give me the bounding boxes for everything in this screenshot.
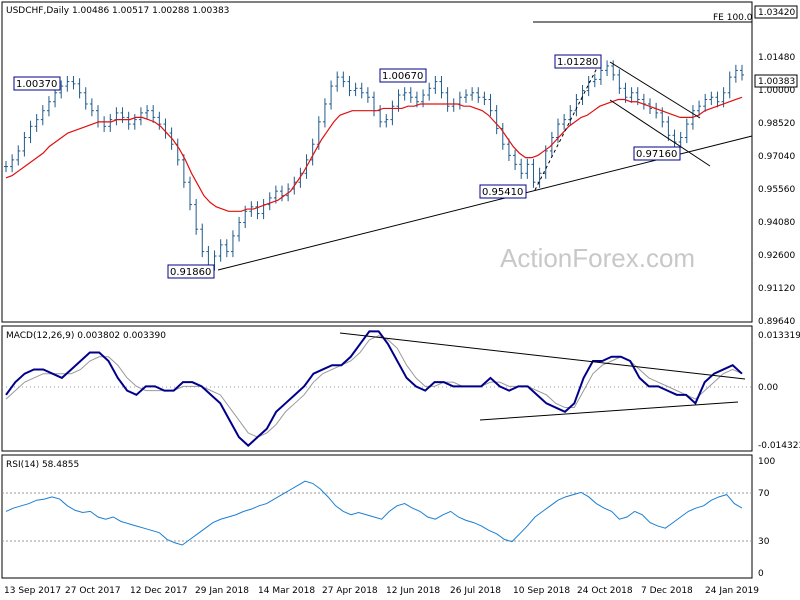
macd-lower-trendline: [479, 401, 739, 421]
label-0-97160-text: 0.97160: [636, 149, 677, 160]
label-0-91860-text: 0.91860: [170, 267, 211, 278]
price-tick-0-92600: 0.92600: [758, 251, 795, 261]
rsi-series-line: [5, 480, 743, 546]
price-panel-frame: [1, 1, 753, 323]
current-price-label: 1.00383: [758, 77, 795, 87]
fe-level-label: FE 100.0: [713, 13, 753, 23]
rsi-title: RSI(14) 58.4855: [6, 460, 79, 470]
price-tick-0-97040: 0.97040: [758, 152, 795, 162]
watermark: ActionForex.com: [500, 243, 695, 273]
macd-main-line: [5, 330, 743, 447]
label-1-01280-text: 1.01280: [557, 57, 598, 68]
date-label-7: 26 Jul 2018: [450, 586, 501, 596]
price-tick-0-95560: 0.95560: [758, 185, 795, 195]
macd-tick-zero: 0.00: [758, 383, 778, 393]
date-label-8: 10 Sep 2018: [513, 586, 570, 596]
macd-tick-bottom: -0.014323: [758, 441, 800, 451]
date-label-2: 12 Dec 2017: [130, 586, 188, 596]
label-1-00370-text: 1.00370: [16, 79, 57, 90]
label-1-01280: 1.01280: [554, 54, 602, 69]
label-0-95410: 0.95410: [479, 184, 527, 199]
label-0-95410-text: 0.95410: [482, 187, 523, 198]
price-tick-0-98520: 0.98520: [758, 119, 795, 129]
label-1-00370: 1.00370: [13, 76, 61, 91]
price-tick-1-03420: 1.03420: [758, 8, 795, 18]
current-price-marker: 1.00383: [754, 74, 798, 88]
price-tick-1-00000: 1.00000: [758, 86, 795, 96]
date-axis: 13 Sep 2017 27 Oct 2017 12 Dec 2017 29 J…: [4, 586, 759, 596]
date-label-11: 24 Jan 2019: [705, 586, 759, 596]
label-1-00670: 1.00670: [379, 68, 427, 83]
price-tick-1-01480: 1.01480: [758, 53, 795, 63]
rsi-line: [5, 480, 743, 546]
date-label-3: 29 Jan 2018: [195, 586, 249, 596]
macd-upper-trendline: [339, 332, 746, 380]
date-label-4: 14 Mar 2018: [258, 586, 315, 596]
price-tick-0-94080: 0.94080: [758, 218, 795, 228]
rsi-tick-100: 100: [758, 457, 775, 467]
label-0-97160: 0.97160: [633, 146, 681, 161]
date-label-6: 12 Jun 2018: [386, 586, 440, 596]
date-label-1: 27 Oct 2017: [65, 586, 121, 596]
moving-average: [5, 96, 743, 212]
macd-lines: [5, 330, 743, 447]
macd-panel-frame: [1, 325, 753, 452]
rsi-tick-70: 70: [758, 489, 770, 499]
date-label-5: 27 Apr 2018: [322, 586, 378, 596]
macd-title: MACD(12,26,9) 0.003802 0.003390: [6, 331, 166, 341]
header-symbol-line: USDCHF,Daily 1.00486 1.00517 1.00288 1.0…: [6, 6, 229, 16]
price-tick-highlight: 1.03420: [754, 5, 798, 19]
label-0-91860: 0.91860: [167, 264, 215, 279]
price-tick-0-91120: 0.91120: [758, 284, 795, 294]
rsi-tick-0: 0: [758, 569, 764, 579]
price-tick-0-89640: 0.89640: [758, 317, 795, 327]
rsi-tick-30: 30: [758, 537, 770, 547]
channel-lower-line: [609, 99, 711, 167]
date-label-0: 13 Sep 2017: [4, 586, 61, 596]
label-1-00670-text: 1.00670: [382, 71, 423, 82]
ma-line: [5, 96, 743, 212]
date-label-10: 7 Dec 2018: [641, 586, 693, 596]
channel-upper-line: [609, 61, 701, 119]
price-axis: 1.03420 1.01480 1.00383 1.00000 0.98520 …: [754, 5, 798, 327]
date-label-9: 24 Oct 2018: [577, 586, 633, 596]
macd-tick-top: 0.013319: [758, 331, 800, 341]
rsi-panel-frame: [1, 454, 753, 579]
